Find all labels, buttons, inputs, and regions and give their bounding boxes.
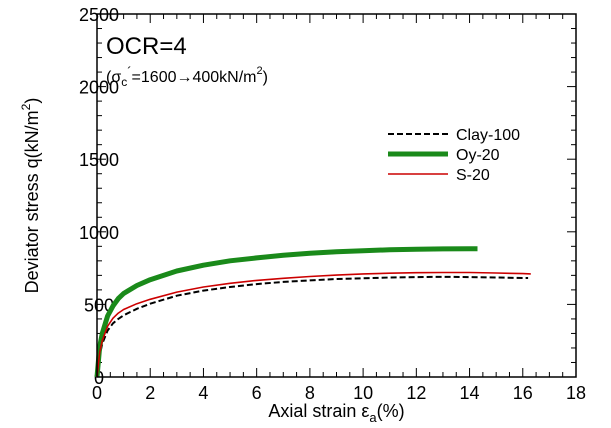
y-axis-title-suffix: ) bbox=[22, 98, 42, 104]
x-tick-label: 18 bbox=[566, 383, 586, 403]
annotation-open: (σ bbox=[106, 69, 121, 86]
x-tick-label: 16 bbox=[513, 383, 533, 403]
x-tick-label: 8 bbox=[305, 383, 315, 403]
x-tick-label: 10 bbox=[353, 383, 373, 403]
annotation-rest: =1600→400kN/m bbox=[132, 69, 257, 86]
annotation-close: ) bbox=[263, 69, 268, 86]
y-tick-label: 2000 bbox=[79, 78, 119, 98]
annotation-prime: ´ bbox=[127, 64, 131, 79]
y-axis-title-main: Deviator stress q(kN/m bbox=[22, 110, 42, 293]
series-line-s-20 bbox=[96, 271, 531, 378]
x-axis-title-suffix: (%) bbox=[377, 401, 405, 421]
y-tick-label: 1500 bbox=[79, 150, 119, 170]
annotation-ocr: OCR=4 bbox=[106, 33, 187, 60]
x-axis-title: Axial strain εa(%) bbox=[268, 401, 404, 425]
x-tick-label: 6 bbox=[252, 383, 262, 403]
plot-frame bbox=[96, 13, 577, 378]
annotation-consolidation: (σc´=1600→400kN/m2) bbox=[106, 64, 268, 89]
y-axis-title: Deviator stress q(kN/m2) bbox=[19, 98, 42, 294]
x-tick-label: 12 bbox=[406, 383, 426, 403]
y-axis-title-sup: 2 bbox=[19, 103, 33, 110]
x-axis-title-sub: a bbox=[369, 410, 377, 425]
legend-label: Oy-20 bbox=[456, 147, 500, 164]
y-tick-label: 2500 bbox=[79, 5, 119, 25]
x-tick-label: 2 bbox=[145, 383, 155, 403]
legend-label: S-20 bbox=[456, 167, 490, 184]
x-tick-label: 0 bbox=[92, 383, 102, 403]
series-line-oy-20 bbox=[94, 246, 478, 378]
annotation-sub: c bbox=[121, 75, 127, 89]
tick-labels: 0 2 4 6 8 10 12 14 16 18 0 500 1000 1500 2000 2500 bbox=[79, 5, 586, 403]
y-tick-label: 500 bbox=[84, 295, 114, 315]
x-tick-label: 14 bbox=[460, 383, 480, 403]
x-tick-label: 4 bbox=[198, 383, 208, 403]
series-line-clay-100 bbox=[96, 275, 529, 378]
y-tick-label: 0 bbox=[94, 368, 104, 388]
legend: Clay-100 Oy-20 S-20 bbox=[388, 127, 520, 184]
y-tick-label: 1000 bbox=[79, 223, 119, 243]
legend-label: Clay-100 bbox=[456, 127, 520, 144]
annotation-sup: 2 bbox=[257, 65, 263, 77]
series-layer bbox=[94, 246, 531, 378]
x-axis-title-main: Axial strain ε bbox=[268, 401, 369, 421]
